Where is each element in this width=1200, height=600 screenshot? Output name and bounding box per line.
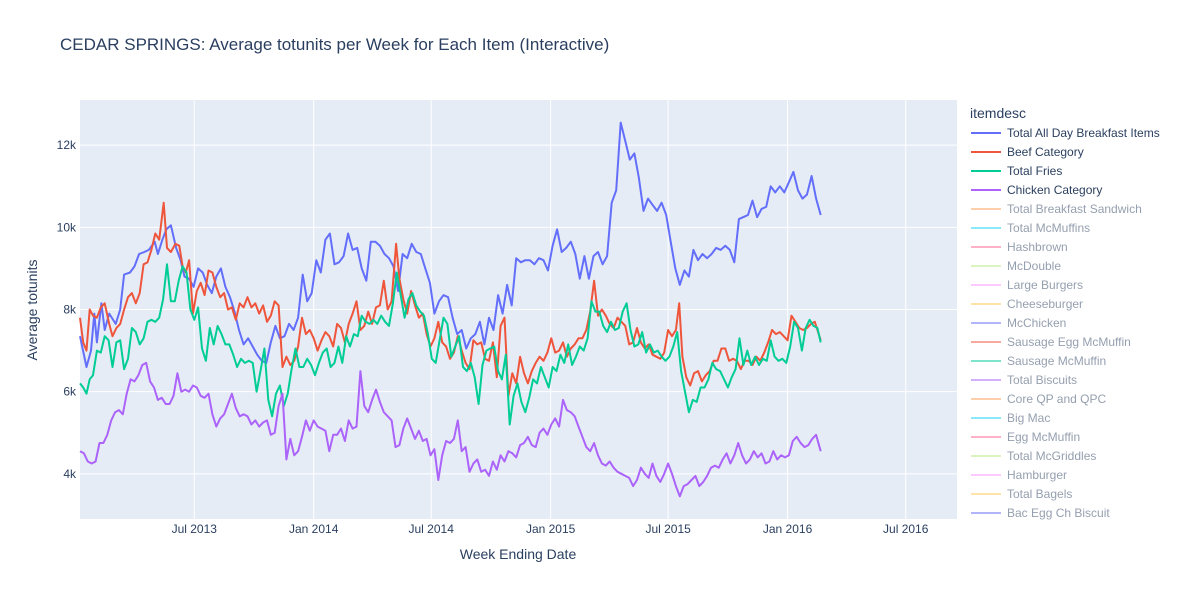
series-lines bbox=[79, 121, 822, 498]
legend-label: Bac Egg Ch Biscuit bbox=[1007, 506, 1110, 520]
legend-label: Total McMuffins bbox=[1007, 221, 1090, 235]
legend-item[interactable]: McChicken bbox=[971, 316, 1066, 330]
series-line-2[interactable] bbox=[79, 263, 822, 426]
legend-label: Total All Day Breakfast Items bbox=[1007, 126, 1160, 140]
y-tick-label: 6k bbox=[63, 385, 77, 399]
y-tick-label: 4k bbox=[63, 467, 77, 481]
legend-item[interactable]: Total Bagels bbox=[971, 487, 1072, 501]
legend-item[interactable]: Beef Category bbox=[971, 145, 1084, 159]
legend-label: Total Bagels bbox=[1007, 487, 1072, 501]
x-tick-label: Jan 2015 bbox=[526, 522, 576, 536]
legend-item[interactable]: Egg McMuffin bbox=[971, 430, 1080, 444]
legend-label: Total McGriddles bbox=[1007, 449, 1096, 463]
x-tick-label: Jul 2013 bbox=[172, 522, 218, 536]
legend-item[interactable]: Chicken Category bbox=[971, 183, 1102, 197]
legend-label: Beef Category bbox=[1007, 145, 1084, 159]
series-line-0[interactable] bbox=[79, 121, 822, 368]
legend-label: McDouble bbox=[1007, 259, 1061, 273]
legend-item[interactable]: Total McGriddles bbox=[971, 449, 1096, 463]
legend-label: Cheeseburger bbox=[1007, 297, 1083, 311]
axis-ticks: 4k 6k 8k 10k 12k Jul 2013 Jan 2014 Jul 2014 Jan … bbox=[57, 138, 929, 536]
legend-item[interactable]: Total Breakfast Sandwich bbox=[971, 202, 1142, 216]
x-axis-title: Week Ending Date bbox=[460, 546, 577, 562]
series-line-1[interactable] bbox=[79, 201, 822, 397]
legend-item[interactable]: Hamburger bbox=[971, 468, 1067, 482]
legend-label: Core QP and QPC bbox=[1007, 392, 1106, 406]
legend-item[interactable]: Core QP and QPC bbox=[971, 392, 1106, 406]
legend-item[interactable]: Bac Egg Ch Biscuit bbox=[971, 506, 1110, 520]
y-tick-label: 10k bbox=[57, 220, 77, 234]
legend-label: Total Fries bbox=[1007, 164, 1062, 178]
legend-item[interactable]: Total McMuffins bbox=[971, 221, 1090, 235]
legend-label: Sausage Egg McMuffin bbox=[1007, 335, 1131, 349]
legend-label: Sausage McMuffin bbox=[1007, 354, 1106, 368]
y-tick-label: 12k bbox=[57, 138, 77, 152]
legend-label: Hamburger bbox=[1007, 468, 1067, 482]
x-tick-label: Jan 2016 bbox=[763, 522, 813, 536]
x-tick-label: Jul 2015 bbox=[645, 522, 691, 536]
legend-label: Total Breakfast Sandwich bbox=[1007, 202, 1142, 216]
legend-item[interactable]: Big Mac bbox=[971, 411, 1050, 425]
legend-item[interactable]: McDouble bbox=[971, 259, 1061, 273]
legend-label: Chicken Category bbox=[1007, 183, 1102, 197]
legend-label: Large Burgers bbox=[1007, 278, 1083, 292]
legend-label: McChicken bbox=[1007, 316, 1066, 330]
x-tick-label: Jul 2016 bbox=[883, 522, 929, 536]
x-tick-label: Jul 2014 bbox=[409, 522, 455, 536]
legend-item[interactable]: Large Burgers bbox=[971, 278, 1083, 292]
x-tick-label: Jan 2014 bbox=[289, 522, 339, 536]
legend-label: Total Biscuits bbox=[1007, 373, 1077, 387]
legend-label: Big Mac bbox=[1007, 411, 1050, 425]
y-axis-title: Average totunits bbox=[24, 260, 40, 361]
series-line-3[interactable] bbox=[79, 361, 822, 498]
legend-item[interactable]: Total Fries bbox=[971, 164, 1062, 178]
legend-label: Hashbrown bbox=[1007, 240, 1068, 254]
chart-title: CEDAR SPRINGS: Average totunits per Week… bbox=[60, 35, 609, 54]
legend-item[interactable]: Hashbrown bbox=[971, 240, 1068, 254]
legend-item[interactable]: Total Biscuits bbox=[971, 373, 1077, 387]
legend-item[interactable]: Sausage McMuffin bbox=[971, 354, 1106, 368]
legend: Total All Day Breakfast Items Beef Catego… bbox=[971, 126, 1160, 520]
legend-title: itemdesc bbox=[970, 105, 1026, 121]
legend-label: Egg McMuffin bbox=[1007, 430, 1080, 444]
legend-item[interactable]: Sausage Egg McMuffin bbox=[971, 335, 1131, 349]
legend-item[interactable]: Cheeseburger bbox=[971, 297, 1083, 311]
y-tick-label: 8k bbox=[63, 303, 77, 317]
legend-item[interactable]: Total All Day Breakfast Items bbox=[971, 126, 1160, 140]
